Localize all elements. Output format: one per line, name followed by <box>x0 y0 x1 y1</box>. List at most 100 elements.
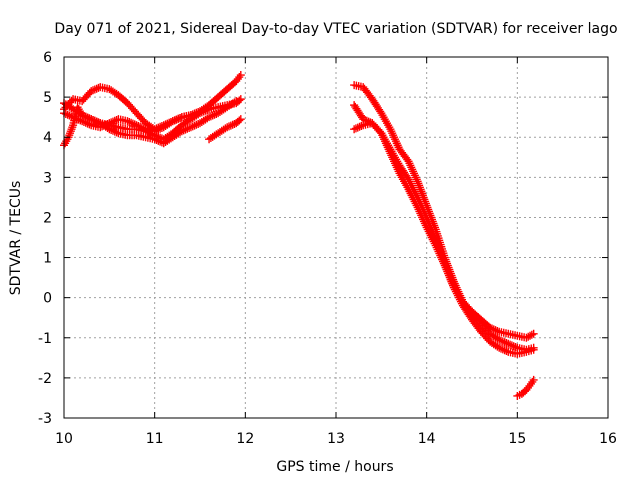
y-tick-label: 6 <box>43 50 52 66</box>
data-point <box>150 135 159 144</box>
data-point <box>185 123 194 132</box>
data-point <box>236 95 245 104</box>
data-point <box>487 324 496 333</box>
data-point <box>186 111 195 120</box>
data-point <box>500 346 509 355</box>
data-point <box>78 117 87 126</box>
data-point <box>201 106 210 115</box>
data-point <box>125 117 134 126</box>
data-point <box>235 116 244 125</box>
y-tick-label: 4 <box>43 130 52 146</box>
data-point <box>174 114 183 123</box>
data-point <box>110 127 119 136</box>
data-point <box>123 117 132 126</box>
data-point <box>351 124 360 133</box>
data-point <box>154 125 163 134</box>
data-point <box>177 127 186 136</box>
data-point <box>527 330 536 339</box>
data-point <box>108 117 117 126</box>
data-point <box>506 340 515 349</box>
data-point <box>90 116 99 125</box>
data-point <box>226 121 235 130</box>
data-point <box>132 121 141 130</box>
data-point <box>199 107 208 116</box>
data-point <box>154 136 163 145</box>
data-point <box>203 105 212 114</box>
data-point <box>74 115 83 124</box>
data-point <box>208 111 217 120</box>
data-point <box>196 109 204 118</box>
data-point <box>210 110 219 119</box>
y-tick-label: -3 <box>38 411 52 427</box>
data-point <box>61 109 70 118</box>
data-point <box>101 120 110 129</box>
y-tick-label: 0 <box>43 291 52 307</box>
x-tick-label: 16 <box>599 431 617 447</box>
data-point <box>103 119 112 128</box>
data-point <box>225 122 234 131</box>
data-point <box>76 116 85 125</box>
data-point <box>156 124 165 133</box>
data-point <box>85 120 94 129</box>
data-point <box>128 119 137 128</box>
data-point <box>529 345 538 354</box>
data-point <box>357 121 366 130</box>
data-point <box>87 87 96 96</box>
x-tick-label: 10 <box>55 431 73 447</box>
data-point <box>353 123 362 132</box>
data-point <box>206 112 215 121</box>
data-point <box>98 122 107 131</box>
data-point <box>486 323 495 332</box>
data-point <box>139 124 148 133</box>
data-point <box>107 126 116 135</box>
data-point <box>92 84 101 93</box>
data-point <box>192 120 201 129</box>
data-point <box>498 345 507 354</box>
data-point <box>498 337 507 346</box>
y-tick-label: -1 <box>38 331 52 347</box>
data-point <box>90 85 99 94</box>
series-track-d <box>60 109 195 136</box>
data-point <box>509 342 518 351</box>
data-point <box>489 325 498 334</box>
data-point <box>223 123 232 132</box>
data-point <box>127 118 136 127</box>
data-point <box>228 120 237 129</box>
x-tick-label: 11 <box>146 431 164 447</box>
data-point <box>130 120 139 129</box>
data-point <box>502 347 511 356</box>
data-point <box>172 115 181 124</box>
data-point <box>497 336 506 345</box>
data-point <box>529 329 538 338</box>
data-point <box>507 341 516 350</box>
data-point <box>152 126 161 135</box>
x-tick-label: 15 <box>508 431 526 447</box>
data-point <box>96 123 105 132</box>
data-point <box>89 86 98 95</box>
data-point <box>69 113 78 122</box>
data-markers <box>60 71 538 400</box>
data-point <box>67 112 76 121</box>
x-tick-label: 14 <box>418 431 436 447</box>
series-track-h <box>350 119 538 358</box>
data-point <box>81 118 90 127</box>
data-point <box>497 344 506 353</box>
data-point <box>65 111 74 120</box>
data-point <box>500 338 509 347</box>
data-point <box>504 339 513 348</box>
data-point <box>186 123 195 132</box>
data-point <box>181 125 190 134</box>
y-tick-label: 3 <box>43 170 52 186</box>
x-tick-label: 12 <box>236 431 254 447</box>
data-point <box>350 125 359 134</box>
y-tick-label: 2 <box>43 210 52 226</box>
data-point <box>152 136 161 145</box>
data-point <box>495 335 504 344</box>
series-track-i <box>513 375 538 400</box>
data-point <box>493 326 502 335</box>
x-tick-label: 13 <box>327 431 345 447</box>
data-point <box>188 122 197 131</box>
data-point <box>70 113 79 122</box>
